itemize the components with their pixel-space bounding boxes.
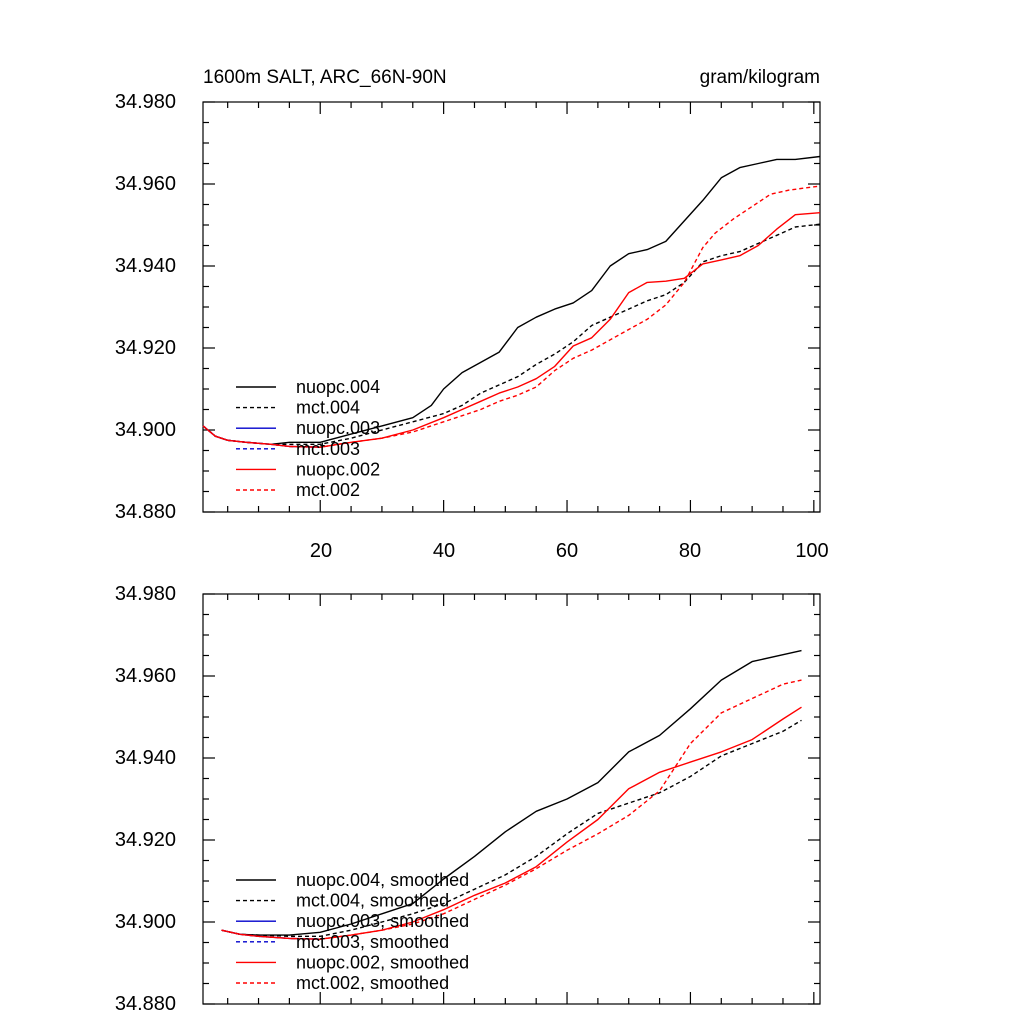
bottom-ticks bbox=[203, 593, 820, 1005]
bottom-y-tick-label: 34.880 bbox=[115, 993, 176, 1015]
top-series-lines bbox=[202, 155, 821, 448]
bottom-series-mct-002-smoothed bbox=[221, 679, 802, 940]
top-x-tick-label: 60 bbox=[556, 540, 578, 562]
top-y-tick-label: 34.940 bbox=[115, 255, 176, 277]
bottom-y-tick-label: 34.900 bbox=[115, 911, 176, 933]
bottom-legend-label: nuopc.002, smoothed bbox=[296, 952, 469, 972]
top-x-tick-label: 20 bbox=[310, 540, 332, 562]
bottom-series-mct-004-smoothed bbox=[221, 719, 802, 937]
top-x-tick-label: 40 bbox=[433, 540, 455, 562]
bottom-legend-label: nuopc.003, smoothed bbox=[296, 911, 469, 931]
top-panel: 34.880 34.900 34.920 34.940 34.960 34.98… bbox=[115, 91, 829, 562]
top-legend-label: mct.002 bbox=[296, 480, 360, 500]
bottom-y-tick-label: 34.940 bbox=[115, 747, 176, 769]
top-y-tick-labels: 34.880 34.900 34.920 34.940 34.960 34.98… bbox=[115, 91, 176, 523]
top-y-tick-label: 34.960 bbox=[115, 173, 176, 195]
top-y-tick-label: 34.920 bbox=[115, 337, 176, 359]
top-x-tick-labels: 20 40 60 80 100 bbox=[310, 540, 829, 562]
top-legend-label: nuopc.004 bbox=[296, 377, 380, 397]
top-legend-label: mct.003 bbox=[296, 439, 360, 459]
top-x-tick-label: 80 bbox=[679, 540, 701, 562]
top-x-tick-label: 100 bbox=[795, 540, 828, 562]
chart-title: 1600m SALT, ARC_66N-90N bbox=[203, 67, 447, 88]
top-legend-label: nuopc.003 bbox=[296, 418, 380, 438]
top-y-tick-label: 34.980 bbox=[115, 91, 176, 113]
top-series-nuopc-004 bbox=[202, 155, 821, 445]
top-legend-label: nuopc.002 bbox=[296, 459, 380, 479]
bottom-y-tick-label: 34.980 bbox=[115, 583, 176, 605]
top-legend: nuopc.004mct.004nuopc.003mct.003nuopc.00… bbox=[236, 377, 380, 500]
bottom-legend-label: mct.003, smoothed bbox=[296, 932, 449, 952]
bottom-y-tick-label: 34.920 bbox=[115, 829, 176, 851]
bottom-y-tick-labels: 34.880 34.900 34.920 34.940 34.960 34.98… bbox=[115, 583, 176, 1015]
bottom-y-tick-label: 34.960 bbox=[115, 665, 176, 687]
top-y-tick-label: 34.900 bbox=[115, 419, 176, 441]
chart-units: gram/kilogram bbox=[700, 67, 820, 88]
top-ticks bbox=[203, 101, 820, 513]
bottom-series-nuopc-004-smoothed bbox=[221, 649, 802, 936]
top-legend-label: mct.004 bbox=[296, 398, 360, 418]
top-y-tick-label: 34.880 bbox=[115, 501, 176, 523]
bottom-legend-label: mct.002, smoothed bbox=[296, 973, 449, 993]
bottom-legend-label: mct.004, smoothed bbox=[296, 891, 449, 911]
bottom-legend-label: nuopc.004, smoothed bbox=[296, 870, 469, 890]
top-series-mct-002 bbox=[202, 185, 821, 448]
bottom-series-lines bbox=[221, 649, 802, 940]
bottom-panel: 34.880 34.900 34.920 34.940 34.960 34.98… bbox=[115, 583, 821, 1015]
